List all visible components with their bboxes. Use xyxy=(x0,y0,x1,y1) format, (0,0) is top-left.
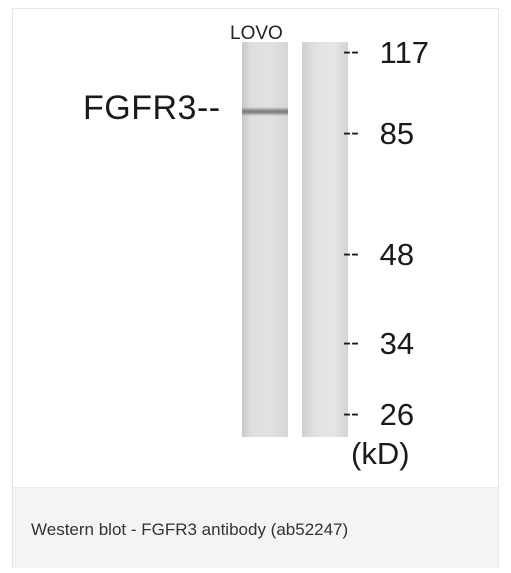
western-blot-image: LOVO FGFR3-- -- 117 -- 85 -- 48 -- 34 --… xyxy=(13,9,498,487)
marker-48: -- 48 xyxy=(343,237,414,273)
marker-85: -- 85 xyxy=(343,116,414,152)
marker-117: -- 117 xyxy=(343,35,429,71)
fgfr3-band xyxy=(242,107,288,116)
marker-dash: -- xyxy=(343,328,359,356)
blot-lane-1 xyxy=(242,42,288,437)
caption-bar: Western blot - FGFR3 antibody (ab52247) xyxy=(13,487,498,568)
figure-card: LOVO FGFR3-- -- 117 -- 85 -- 48 -- 34 --… xyxy=(12,8,499,568)
marker-dash: -- xyxy=(343,118,359,146)
marker-dash: -- xyxy=(343,239,359,267)
marker-dash: -- xyxy=(343,399,359,427)
blot-lane-2 xyxy=(302,42,348,437)
figure-caption: Western blot - FGFR3 antibody (ab52247) xyxy=(31,520,349,539)
protein-label-fgfr3: FGFR3-- xyxy=(83,89,221,127)
marker-26: -- 26 xyxy=(343,397,414,433)
lane-label-lovo: LOVO xyxy=(230,23,283,44)
marker-dash: -- xyxy=(343,37,359,65)
unit-label: (kD) xyxy=(351,436,410,471)
marker-value: 26 xyxy=(379,397,415,432)
marker-value: 34 xyxy=(379,326,415,361)
marker-value: 85 xyxy=(379,116,415,151)
marker-34: -- 34 xyxy=(343,326,414,362)
marker-value: 48 xyxy=(379,237,415,272)
marker-value: 117 xyxy=(379,35,430,70)
